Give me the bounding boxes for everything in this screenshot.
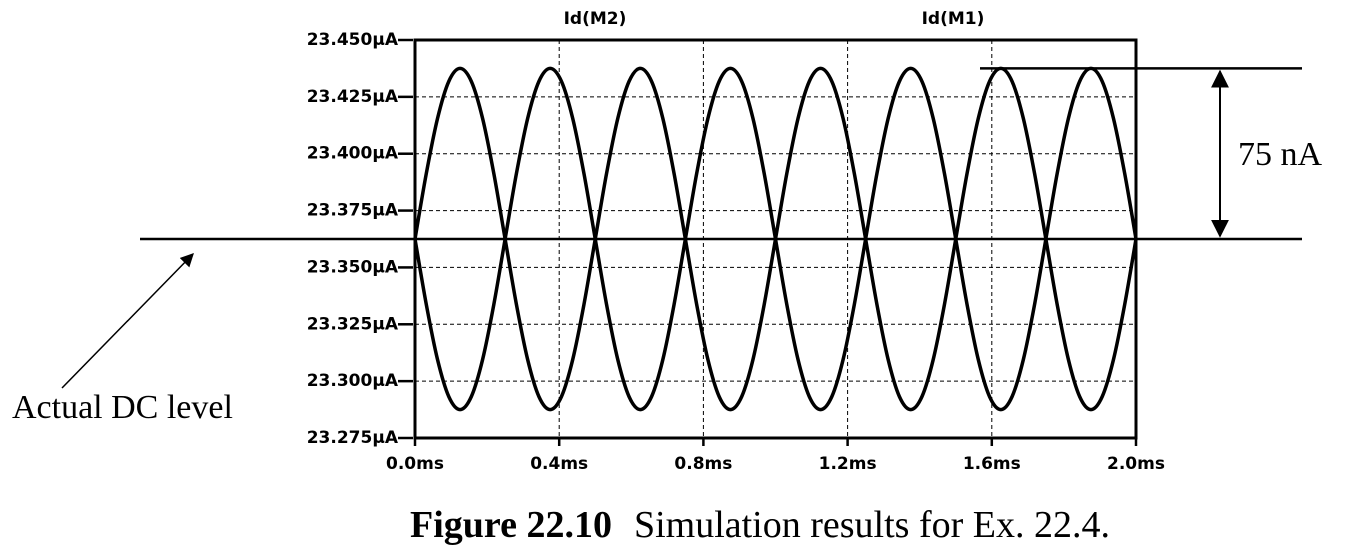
y-tick-label: 23.300µA: [307, 371, 399, 391]
x-tick-label: 1.6ms: [963, 454, 1021, 474]
y-tick-label: 23.400µA: [307, 144, 399, 164]
caption: Figure 22.10 Simulation results for Ex. 2…: [410, 504, 1110, 546]
x-tick-label: 1.2ms: [819, 454, 877, 474]
dc-pointer: [61, 253, 194, 389]
x-tick-label: 0.8ms: [674, 454, 732, 474]
x-tick-label: 2.0ms: [1107, 454, 1165, 474]
y-tick-label: 23.425µA: [307, 87, 399, 107]
x-tick-label: 0.4ms: [530, 454, 588, 474]
y-tick-label: 23.375µA: [307, 201, 399, 221]
y-tick-label: 23.350µA: [307, 257, 399, 277]
legend-label: Id(M2): [564, 9, 627, 29]
legend-label: Id(M1): [922, 9, 985, 29]
dc-level-label: Actual DC level: [12, 389, 233, 426]
y-tick-label: 23.325µA: [307, 314, 399, 334]
caption-label: Figure 22.10: [410, 504, 612, 546]
x-tick-label: 0.0ms: [386, 454, 444, 474]
caption-text: Simulation results for Ex. 22.4.: [634, 504, 1110, 546]
y-tick-label: 23.450µA: [307, 30, 399, 50]
amplitude-label: 75 nA: [1238, 136, 1323, 173]
y-tick-label: 23.275µA: [307, 428, 399, 448]
